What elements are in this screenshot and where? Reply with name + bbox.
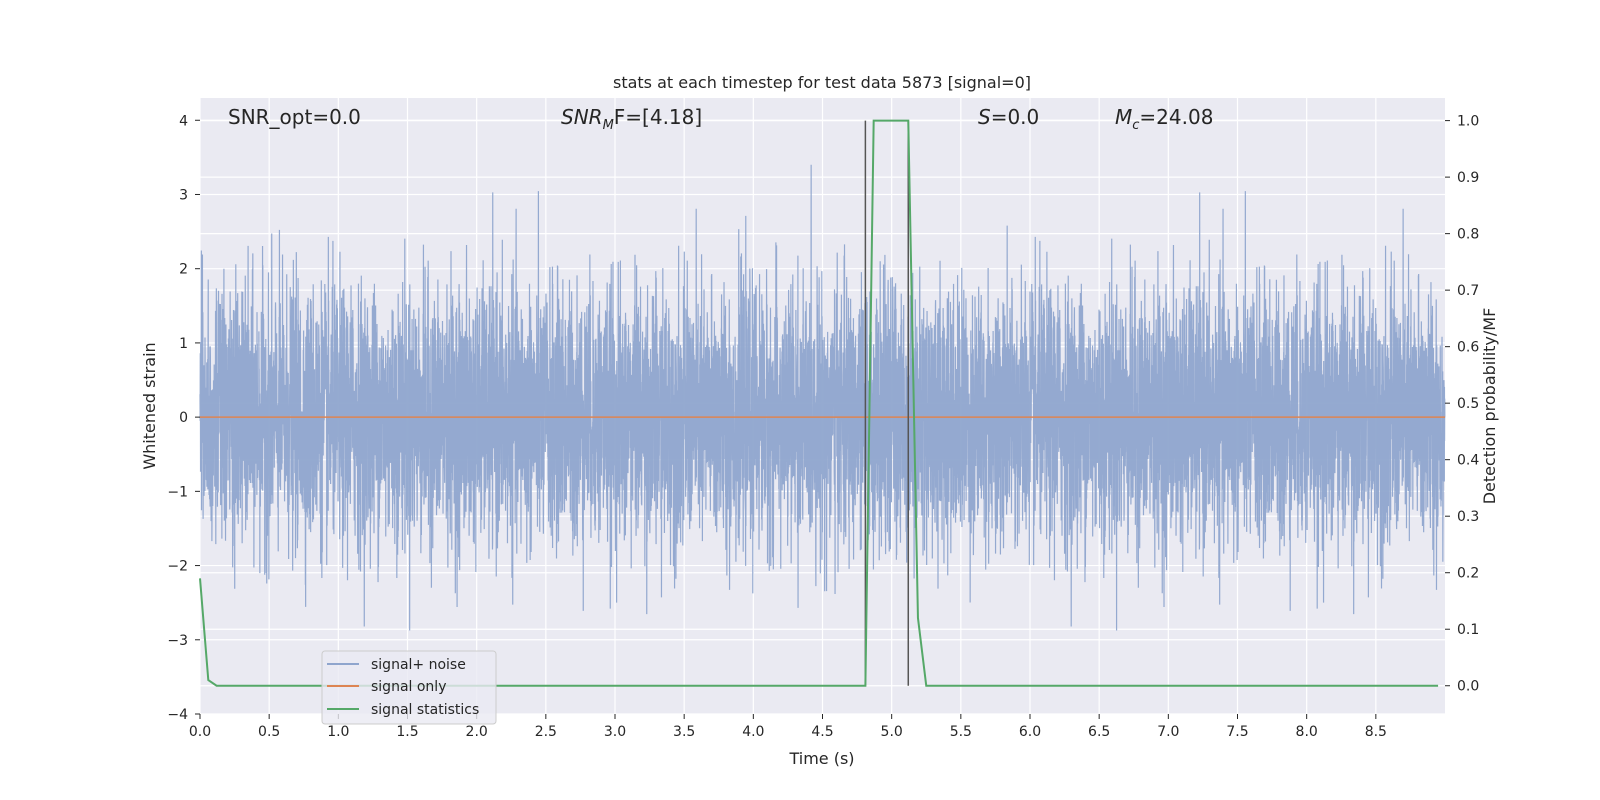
x-tick-label: 2.0 — [466, 724, 488, 740]
series-signal-noise — [199, 164, 1446, 631]
right-y-tick-label: 0.2 — [1457, 566, 1479, 582]
right-y-tick-label: 0.7 — [1457, 283, 1479, 299]
y-tick-label: 0 — [179, 410, 188, 426]
signal-noise-line — [199, 164, 1446, 631]
y-tick-label: 3 — [179, 187, 188, 203]
annotation-s: S=0.0 — [978, 105, 1039, 129]
x-tick-label: 1.5 — [396, 724, 418, 740]
x-tick-label: 3.5 — [673, 724, 695, 740]
annotation-s-main: S — [978, 105, 991, 129]
right-y-tick-label: 0.8 — [1457, 227, 1479, 243]
series-signal-statistics — [199, 119, 1439, 687]
x-tick-label: 7.0 — [1157, 724, 1179, 740]
legend-label-signal-only: signal only — [371, 679, 446, 695]
right-y-tick-label: 0.0 — [1457, 679, 1479, 695]
right-y-tick-label: 0.9 — [1457, 170, 1479, 186]
x-tick-label: 6.5 — [1088, 724, 1110, 740]
y-tick-label: −1 — [167, 484, 188, 500]
x-tick-label: 4.5 — [811, 724, 833, 740]
x-tick-label: 2.5 — [535, 724, 557, 740]
annotation-mc: Mc=24.08 — [1115, 105, 1213, 133]
legend-label-signal-statistics: signal statistics — [371, 702, 479, 718]
annotation-snr-mf-rest: F=[4.18] — [614, 105, 702, 129]
annotation-snr-mf-main: SNR — [561, 105, 603, 129]
annotation-mc-sub: c — [1132, 118, 1139, 133]
annotation-snr-mf-sub: M — [603, 118, 614, 133]
x-tick-label: 8.5 — [1365, 724, 1387, 740]
annotation-snr-opt: SNR_opt=0.0 — [228, 105, 361, 129]
chart-title: stats at each timestep for test data 587… — [613, 73, 1031, 92]
y-tick-label: 4 — [179, 113, 188, 129]
right-y-tick-label: 1.0 — [1457, 114, 1479, 130]
x-tick-label: 1.0 — [327, 724, 349, 740]
annotation-snr-mf: SNRMF=[4.18] — [561, 105, 702, 133]
signal-statistics-line — [199, 119, 1439, 687]
x-tick-label: 7.5 — [1226, 724, 1248, 740]
x-tick-label: 5.0 — [881, 724, 903, 740]
x-tick-labels: 0.0 0.5 1.0 1.5 2.0 2.5 3.0 3.5 4.0 4.5 5.0 5.5 6.0 6… — [189, 714, 1387, 740]
x-tick-label: 5.5 — [950, 724, 972, 740]
y-tick-label: −4 — [167, 707, 188, 723]
x-tick-label: 4.0 — [742, 724, 764, 740]
annotation-s-rest: =0.0 — [991, 105, 1040, 129]
right-y-tick-label: 0.1 — [1457, 622, 1479, 638]
x-tick-label: 8.0 — [1296, 724, 1318, 740]
annotation-mc-rest: =24.08 — [1139, 105, 1213, 129]
right-y-tick-label: 0.3 — [1457, 509, 1479, 525]
y-tick-label: −2 — [167, 559, 188, 575]
y-tick-label: −3 — [167, 633, 188, 649]
right-y-tick-label: 0.6 — [1457, 340, 1479, 356]
annotation-mc-main: M — [1115, 105, 1132, 129]
y-tick-label: 1 — [179, 336, 188, 352]
x-tick-label: 0.5 — [258, 724, 280, 740]
right-y-tick-labels: 1.0 0.9 0.8 0.7 0.6 0.5 0.4 0.3 0.2 0.1 0.0 — [1445, 114, 1479, 695]
y-tick-labels: 4 3 2 1 0 −1 −2 −3 −4 — [167, 113, 200, 723]
y-axis-label: Whitened strain — [140, 342, 159, 469]
right-y-tick-label: 0.4 — [1457, 453, 1479, 469]
right-y-tick-label: 0.5 — [1457, 396, 1479, 412]
legend-box — [321, 650, 497, 725]
y-tick-label: 2 — [179, 262, 188, 278]
x-tick-label: 3.0 — [604, 724, 626, 740]
x-tick-label: 0.0 — [189, 724, 211, 740]
legend: signal+ noise signal only signal statist… — [321, 650, 497, 725]
x-tick-label: 6.0 — [1019, 724, 1041, 740]
x-axis-label: Time (s) — [788, 749, 854, 768]
right-y-axis-label: Detection probability/MF — [1480, 308, 1499, 505]
marker-lines — [864, 120, 910, 686]
legend-label-signal-noise: signal+ noise — [371, 657, 466, 673]
